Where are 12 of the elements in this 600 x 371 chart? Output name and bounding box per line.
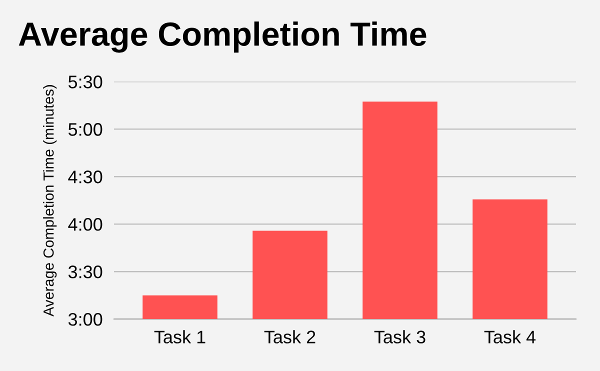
y-tick-label: 5:00 <box>68 123 102 136</box>
y-tick-label: 5:30 <box>68 76 102 88</box>
chart-title: Average Completion Time <box>18 21 426 53</box>
x-tick-label: Task 1 <box>154 330 206 344</box>
x-tick-label: Task 2 <box>264 330 316 344</box>
x-tick-label: Task 4 <box>484 330 536 344</box>
y-axis-title: Average Completion Time (minutes) <box>43 85 57 316</box>
y-tick-label: 4:30 <box>68 170 102 184</box>
y-tick-label: 3:00 <box>68 312 102 326</box>
y-tick-label: 3:30 <box>68 266 102 278</box>
x-tick-label: Task 3 <box>374 330 426 344</box>
y-tick-label: 4:00 <box>68 218 102 231</box>
